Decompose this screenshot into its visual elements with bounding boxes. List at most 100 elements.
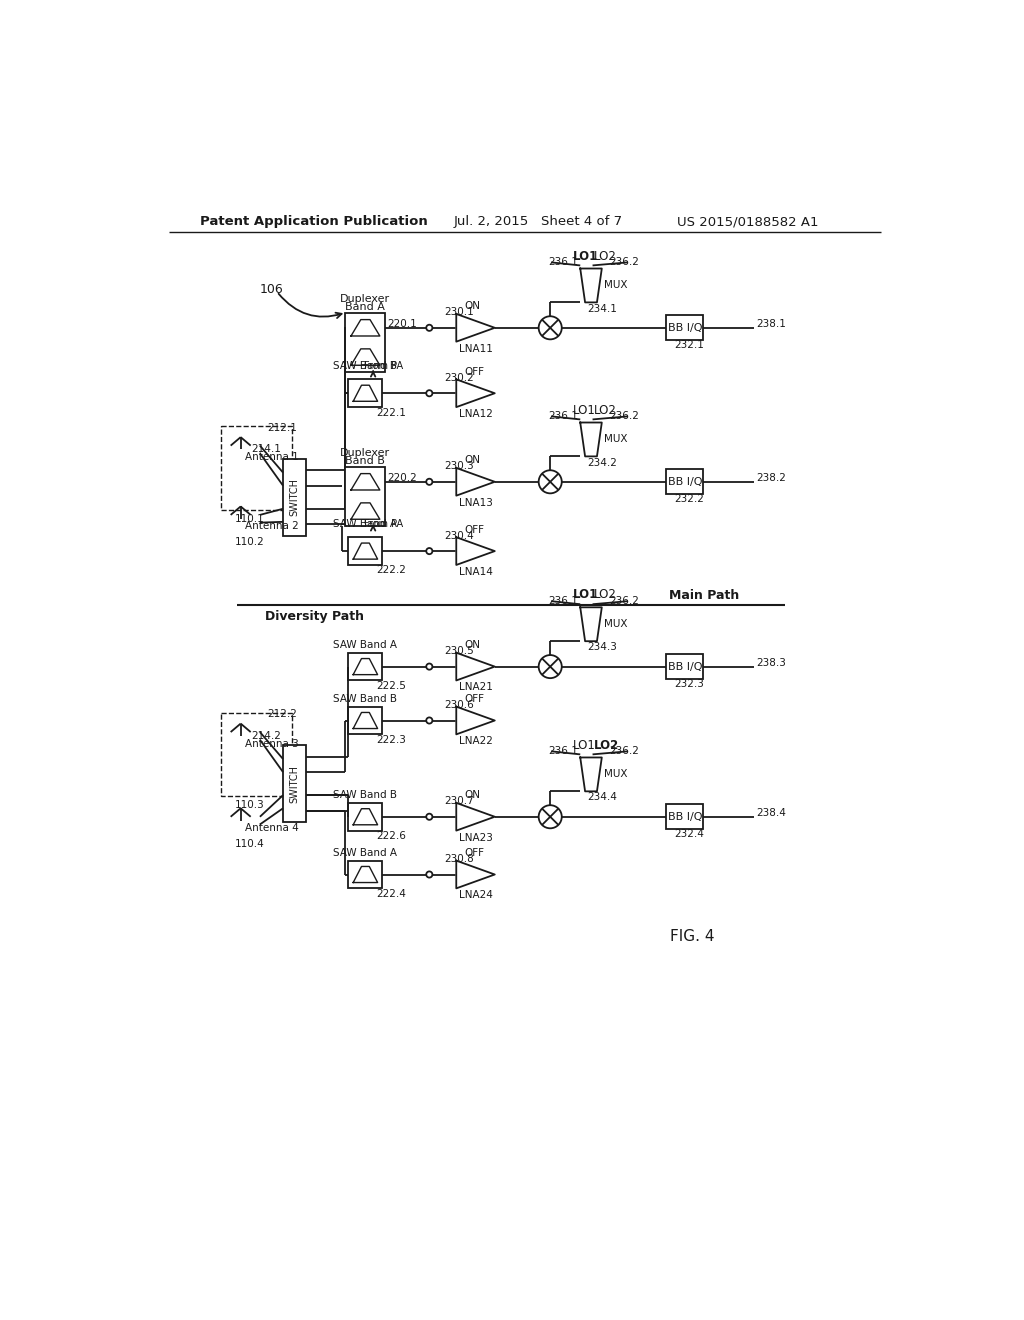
Bar [348, 803, 382, 830]
Text: 236.2: 236.2 [609, 257, 639, 268]
Text: 220.2: 220.2 [387, 473, 417, 483]
Text: SAW Band B: SAW Band B [334, 694, 397, 704]
Text: 236.1: 236.1 [549, 412, 579, 421]
Bar [283, 459, 306, 536]
Text: 232.4: 232.4 [674, 829, 705, 838]
Text: 230.3: 230.3 [444, 462, 474, 471]
Text: LNA13: LNA13 [459, 498, 493, 508]
Text: 238.3: 238.3 [756, 657, 785, 668]
Text: 234.2: 234.2 [587, 458, 617, 467]
Bar [667, 655, 703, 678]
Text: 222.2: 222.2 [376, 565, 407, 576]
Polygon shape [581, 268, 602, 302]
Polygon shape [581, 607, 602, 642]
Text: 214.1: 214.1 [251, 445, 281, 454]
Text: ON: ON [464, 301, 480, 312]
Bar [667, 315, 703, 341]
Text: 110.4: 110.4 [234, 838, 264, 849]
Text: ON: ON [464, 640, 480, 649]
Circle shape [426, 813, 432, 820]
Polygon shape [351, 319, 380, 337]
Bar [345, 467, 385, 525]
Circle shape [426, 871, 432, 878]
Text: SWITCH: SWITCH [290, 764, 300, 803]
Text: LNA11: LNA11 [459, 343, 493, 354]
Bar [348, 537, 382, 565]
Text: ON: ON [464, 791, 480, 800]
Polygon shape [353, 385, 378, 401]
Text: Band B: Band B [345, 455, 385, 466]
Text: SAW Band A: SAW Band A [334, 519, 397, 529]
Polygon shape [581, 758, 602, 792]
Circle shape [426, 718, 432, 723]
Text: Duplexer: Duplexer [340, 294, 390, 305]
Text: FIG. 4: FIG. 4 [670, 928, 714, 944]
Polygon shape [457, 314, 495, 342]
Bar [348, 653, 382, 681]
Text: Antenna 1: Antenna 1 [245, 453, 298, 462]
Text: Antenna 3: Antenna 3 [245, 739, 298, 748]
Bar [667, 804, 703, 829]
Bar [348, 379, 382, 407]
Circle shape [426, 391, 432, 396]
Text: LO1: LO1 [573, 404, 596, 417]
Text: SAW Band A: SAW Band A [334, 640, 397, 649]
Text: OFF: OFF [464, 847, 484, 858]
Bar [667, 470, 703, 494]
Polygon shape [351, 348, 380, 366]
Polygon shape [457, 803, 495, 830]
Text: OFF: OFF [464, 367, 484, 376]
Polygon shape [457, 861, 495, 888]
Text: LO2: LO2 [594, 249, 617, 263]
Text: From PA: From PA [364, 362, 403, 371]
Circle shape [539, 317, 562, 339]
Text: Antenna 4: Antenna 4 [245, 824, 298, 833]
Text: Diversity Path: Diversity Path [265, 610, 365, 623]
Text: SAW Band A: SAW Band A [334, 847, 397, 858]
Circle shape [539, 470, 562, 494]
Bar [283, 744, 306, 822]
Text: LO1: LO1 [573, 589, 599, 602]
Text: 234.1: 234.1 [587, 304, 617, 314]
Text: SAW Band B: SAW Band B [334, 791, 397, 800]
Text: 110.1: 110.1 [234, 513, 264, 524]
Text: 230.7: 230.7 [444, 796, 474, 807]
Text: 212.1: 212.1 [267, 422, 298, 433]
Text: 222.3: 222.3 [376, 735, 407, 744]
Text: 236.2: 236.2 [609, 746, 639, 756]
Text: ON: ON [464, 455, 480, 465]
Text: 232.2: 232.2 [674, 494, 705, 504]
Bar [348, 861, 382, 888]
Text: 234.3: 234.3 [587, 643, 617, 652]
Polygon shape [457, 537, 495, 565]
Text: 236.2: 236.2 [609, 597, 639, 606]
Text: LNA21: LNA21 [459, 682, 493, 693]
Text: 222.5: 222.5 [376, 681, 407, 690]
Text: Duplexer: Duplexer [340, 449, 390, 458]
Text: 110.2: 110.2 [234, 537, 264, 546]
Text: From PA: From PA [364, 519, 403, 529]
Text: BB I/Q: BB I/Q [668, 323, 702, 333]
Text: 236.2: 236.2 [609, 412, 639, 421]
Polygon shape [353, 659, 378, 675]
Text: Patent Application Publication: Patent Application Publication [200, 215, 428, 228]
Text: MUX: MUX [604, 619, 628, 630]
Text: 236.1: 236.1 [549, 597, 579, 606]
Text: OFF: OFF [464, 524, 484, 535]
Text: LNA23: LNA23 [459, 833, 493, 842]
Text: Main Path: Main Path [669, 589, 739, 602]
Text: 232.3: 232.3 [674, 678, 705, 689]
Polygon shape [353, 543, 378, 560]
Polygon shape [457, 469, 495, 496]
Polygon shape [581, 422, 602, 457]
Circle shape [539, 805, 562, 829]
Text: Band A: Band A [345, 302, 385, 312]
Text: LNA22: LNA22 [459, 737, 493, 746]
Text: LO2: LO2 [594, 739, 620, 751]
Text: 236.1: 236.1 [549, 746, 579, 756]
Polygon shape [457, 379, 495, 407]
Text: 222.4: 222.4 [376, 888, 407, 899]
Text: 234.4: 234.4 [587, 792, 617, 803]
Text: MUX: MUX [604, 770, 628, 779]
Polygon shape [457, 653, 495, 681]
